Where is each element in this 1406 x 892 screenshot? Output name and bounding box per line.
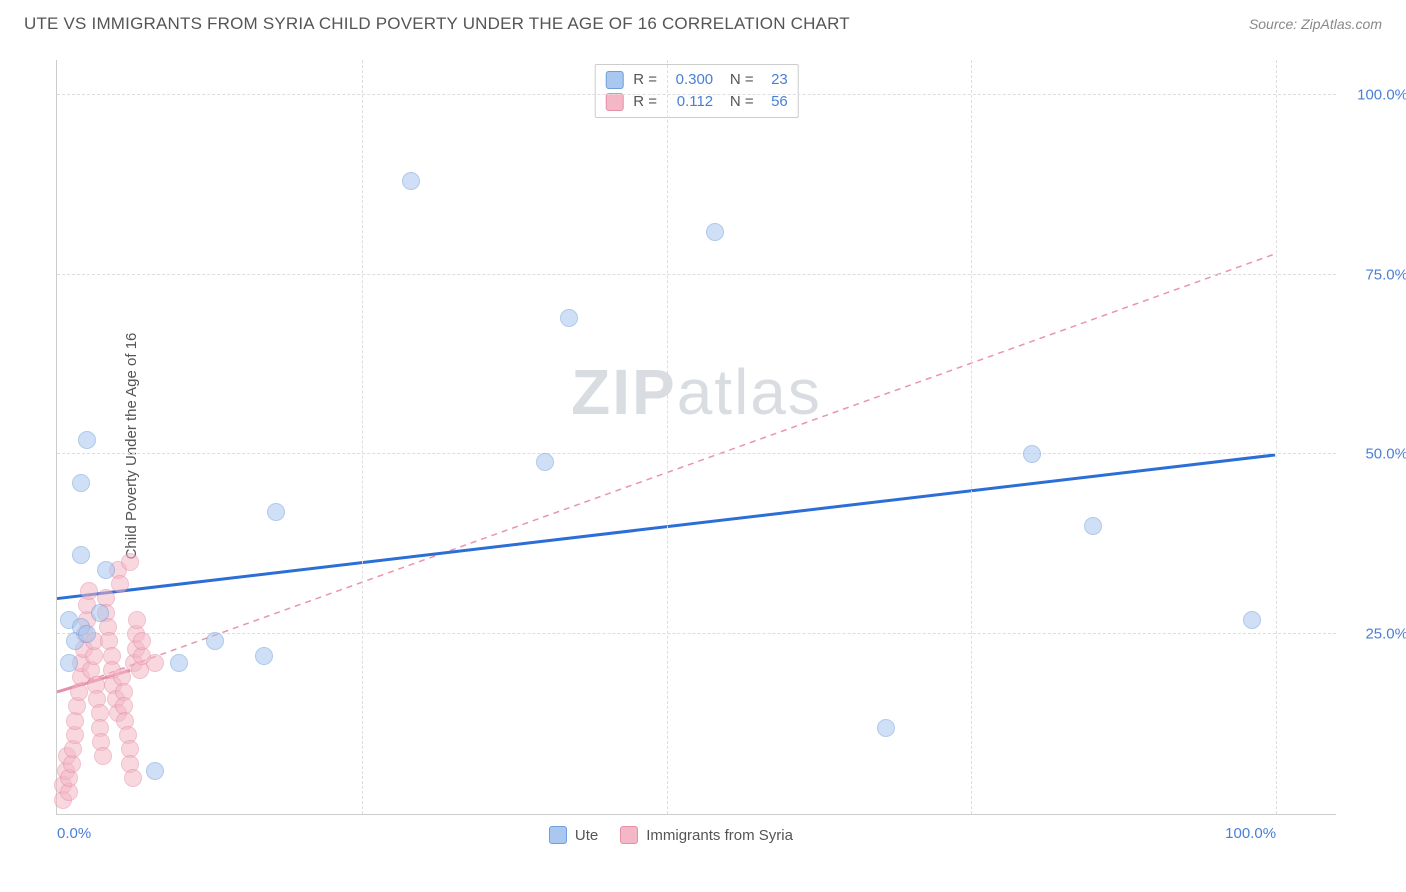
data-point-syria [111,575,129,593]
data-point-ute [206,632,224,650]
data-point-syria [121,553,139,571]
trend-lines [57,60,1336,814]
watermark-atlas: atlas [677,356,822,428]
legend-item-ute: Ute [549,826,598,844]
ytick-label: 25.0% [1344,626,1406,643]
data-point-syria [146,654,164,672]
gridline-v [362,60,363,814]
gridline-h [57,94,1336,95]
data-point-ute [72,546,90,564]
data-point-ute [91,604,109,622]
legend-text-ute: R = 0.300 N = 23 [633,69,788,91]
legend-label-ute: Ute [575,827,598,844]
legend-item-syria: Immigrants from Syria [620,826,793,844]
data-point-ute [267,503,285,521]
gridline-h [57,274,1336,275]
data-point-syria [94,747,112,765]
gridline-h [57,633,1336,634]
data-point-syria [124,769,142,787]
ytick-label: 50.0% [1344,446,1406,463]
data-point-ute [560,309,578,327]
data-point-ute [170,654,188,672]
data-point-ute [146,762,164,780]
data-point-ute [72,474,90,492]
correlation-legend: R = 0.300 N = 23 R = 0.112 N = 56 [594,64,799,118]
scatter-chart: ZIPatlas R = 0.300 N = 23 R = 0.112 N = … [56,60,1336,815]
data-point-ute [1084,517,1102,535]
ytick-label: 100.0% [1344,86,1406,103]
watermark: ZIPatlas [571,355,822,429]
data-point-ute [877,719,895,737]
gridline-v [971,60,972,814]
swatch-syria [605,93,623,111]
data-point-ute [1023,445,1041,463]
data-point-ute [536,453,554,471]
data-point-syria [80,582,98,600]
legend-label-syria: Immigrants from Syria [646,827,793,844]
data-point-ute [1243,611,1261,629]
data-point-ute [78,431,96,449]
legend-row-ute: R = 0.300 N = 23 [605,69,788,91]
watermark-zip: ZIP [571,356,677,428]
gridline-h [57,453,1336,454]
ytick-label: 75.0% [1344,266,1406,283]
gridline-v [667,60,668,814]
data-point-ute [255,647,273,665]
data-point-syria [128,611,146,629]
series-legend: Ute Immigrants from Syria [549,826,793,844]
swatch-syria-icon [620,826,638,844]
swatch-ute-icon [549,826,567,844]
data-point-ute [97,561,115,579]
xtick-label: 0.0% [57,825,91,842]
data-point-ute [706,223,724,241]
data-point-ute [60,654,78,672]
gridline-v [1276,60,1277,814]
xtick-label: 100.0% [1225,825,1276,842]
swatch-ute [605,71,623,89]
source-label: Source: ZipAtlas.com [1249,16,1382,32]
data-point-ute [78,625,96,643]
data-point-ute [402,172,420,190]
page-title: UTE VS IMMIGRANTS FROM SYRIA CHILD POVER… [24,14,850,34]
data-point-syria [133,632,151,650]
